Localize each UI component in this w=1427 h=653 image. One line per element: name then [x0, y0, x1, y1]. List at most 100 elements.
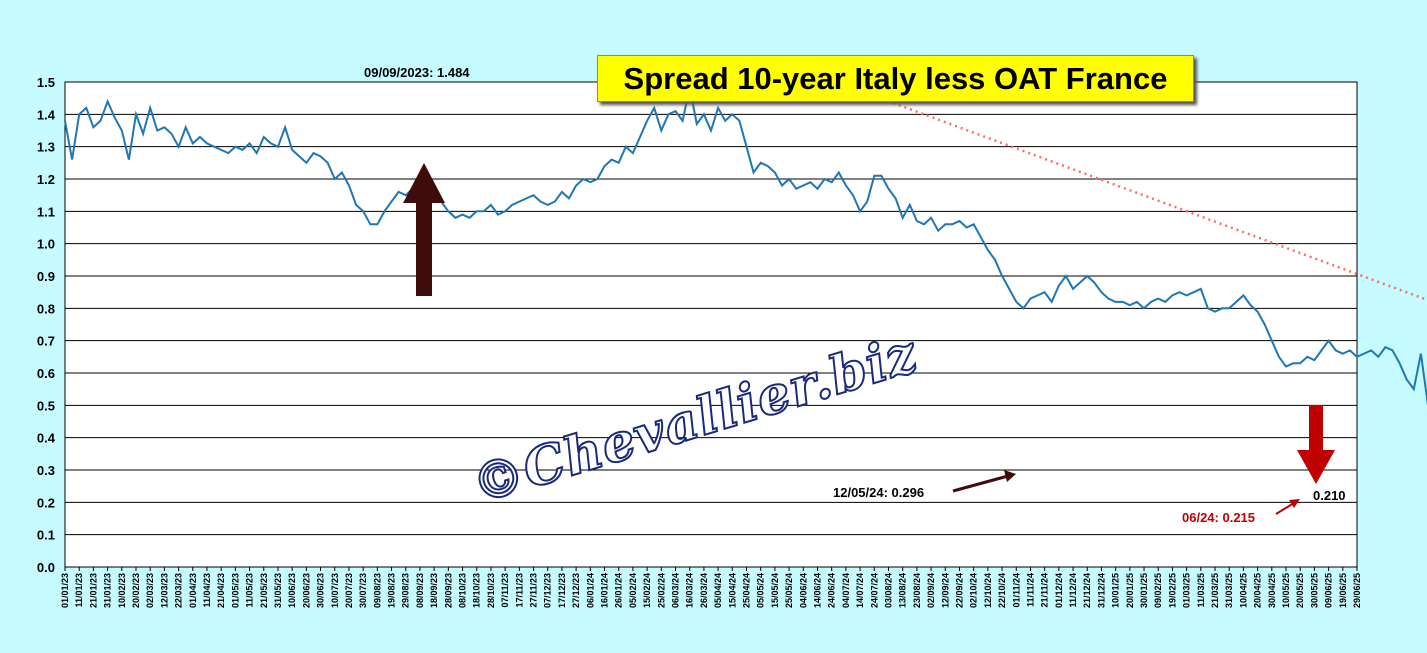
- x-tick-label: 02/10/24: [969, 573, 979, 608]
- x-tick-label: 05/04/24: [713, 573, 723, 608]
- x-tick-label: 20/05/25: [1295, 573, 1305, 608]
- up-arrow-icon: [403, 163, 445, 296]
- y-tick-label: 0.7: [37, 334, 55, 349]
- last-value-label: 0.210: [1313, 488, 1346, 503]
- x-tick-label: 08/10/23: [458, 573, 468, 608]
- x-tick-label: 23/08/24: [912, 573, 922, 608]
- x-tick-label: 27/11/23: [529, 573, 539, 608]
- x-tick-label: 09/06/25: [1324, 573, 1334, 608]
- x-tick-label: 19/06/25: [1338, 573, 1348, 608]
- x-tick-label: 22/10/24: [997, 573, 1007, 608]
- x-tick-label: 19/08/23: [387, 573, 397, 608]
- x-tick-label: 25/05/24: [784, 573, 794, 608]
- low-arrow-icon: [952, 470, 1016, 493]
- x-tick-label: 22/09/24: [954, 573, 964, 608]
- spread-series-line: [64, 86, 1427, 406]
- x-tick-label: 20/07/23: [344, 573, 354, 608]
- x-tick-label: 25/02/24: [656, 573, 666, 608]
- x-tick-label: 02/09/24: [926, 573, 936, 608]
- x-tick-label: 20/02/23: [131, 573, 141, 608]
- x-tick-label: 12/09/24: [940, 573, 950, 608]
- x-tick-label: 28/09/23: [443, 573, 453, 608]
- june-arrow-icon: [1275, 499, 1300, 515]
- x-tick-label: 09/02/25: [1153, 573, 1163, 608]
- x-tick-label: 31/01/23: [103, 573, 113, 608]
- x-tick-label: 18/09/23: [429, 573, 439, 608]
- x-tick-label: 24/06/24: [827, 573, 837, 608]
- x-tick-label: 19/02/25: [1167, 573, 1177, 608]
- x-tick-label: 21/12/24: [1082, 573, 1092, 608]
- x-tick-label: 12/03/23: [159, 573, 169, 608]
- x-tick-label: 11/03/25: [1196, 573, 1206, 608]
- x-tick-label: 03/08/24: [883, 573, 893, 608]
- x-tick-label: 06/03/24: [671, 573, 681, 608]
- x-tick-label: 17/12/23: [557, 573, 567, 608]
- x-tick-label: 18/10/23: [472, 573, 482, 608]
- y-tick-label: 0.4: [37, 431, 56, 446]
- x-tick-label: 10/04/25: [1238, 573, 1248, 608]
- x-tick-label: 14/06/24: [812, 573, 822, 608]
- x-tick-label: 07/11/23: [500, 573, 510, 608]
- x-tick-label: 04/07/24: [841, 573, 851, 608]
- x-tick-label: 30/01/25: [1139, 573, 1149, 608]
- y-tick-label: 0.1: [37, 528, 55, 543]
- x-tick-label: 16/01/24: [600, 573, 610, 608]
- x-tick-label: 06/01/24: [585, 573, 595, 608]
- x-tick-label: 20/01/25: [1125, 573, 1135, 608]
- y-tick-label: 1.4: [37, 107, 56, 122]
- x-tick-label: 11/05/23: [245, 573, 255, 608]
- x-tick-label: 15/05/24: [770, 573, 780, 608]
- x-tick-label: 28/10/23: [486, 573, 496, 608]
- y-tick-label: 0.3: [37, 463, 55, 478]
- x-tick-label: 01/03/25: [1182, 573, 1192, 608]
- x-tick-label: 13/08/24: [898, 573, 908, 608]
- y-tick-label: 0.0: [37, 560, 55, 575]
- x-tick-label: 01/05/23: [230, 573, 240, 608]
- x-tick-label: 11/04/23: [202, 573, 212, 608]
- y-tick-label: 0.2: [37, 495, 55, 510]
- gridlines: [65, 81, 1357, 568]
- x-tick-label: 01/12/24: [1054, 573, 1064, 608]
- x-tick-label: 10/01/25: [1111, 573, 1121, 608]
- x-tick-label: 10/02/23: [117, 573, 127, 608]
- x-tick-label: 27/12/23: [571, 573, 581, 608]
- x-tick-label: 29/08/23: [401, 573, 411, 608]
- x-tick-label: 02/03/23: [145, 573, 155, 608]
- x-tick-label: 17/11/23: [514, 573, 524, 608]
- trend-line: [774, 58, 1427, 302]
- x-tick-label: 11/01/23: [74, 573, 84, 608]
- y-tick-label: 1.2: [37, 172, 55, 187]
- x-tick-label: 11/11/24: [1025, 573, 1035, 607]
- x-tick-label: 30/06/23: [316, 573, 326, 608]
- y-tick-label: 1.1: [37, 204, 55, 219]
- x-tick-label: 07/12/23: [543, 573, 553, 608]
- x-tick-label: 14/07/24: [855, 573, 865, 608]
- x-tick-label: 29/06/25: [1352, 573, 1362, 608]
- down-arrow-icon: [1297, 405, 1335, 484]
- y-tick-label: 0.6: [37, 366, 55, 381]
- chart-title: Spread 10-year Italy less OAT France: [597, 55, 1194, 102]
- x-axis: 01/01/23 11/01/23 21/01/23 31/01/23 10/02/23…: [60, 567, 1362, 608]
- x-tick-label: 01/01/23: [60, 573, 70, 608]
- x-tick-label: 21/05/23: [259, 573, 269, 608]
- x-tick-label: 08/09/23: [415, 573, 425, 608]
- x-tick-label: 21/01/23: [88, 573, 98, 608]
- x-tick-label: 04/06/24: [798, 573, 808, 608]
- x-tick-label: 15/04/24: [727, 573, 737, 608]
- x-tick-label: 16/03/24: [685, 573, 695, 608]
- x-tick-label: 10/06/23: [287, 573, 297, 608]
- x-tick-label: 31/03/25: [1224, 573, 1234, 608]
- x-tick-label: 26/03/24: [699, 573, 709, 608]
- x-tick-label: 21/04/23: [216, 573, 226, 608]
- y-tick-label: 0.8: [37, 301, 55, 316]
- x-tick-label: 10/05/25: [1281, 573, 1291, 608]
- low-label: 12/05/24: 0.296: [833, 485, 924, 500]
- y-tick-label: 1.5: [37, 75, 55, 90]
- x-tick-label: 21/11/24: [1040, 573, 1050, 608]
- plot-area: [64, 81, 1358, 568]
- x-tick-label: 01/11/24: [1011, 573, 1021, 608]
- x-tick-label: 21/03/25: [1210, 573, 1220, 608]
- x-tick-label: 31/05/23: [273, 573, 283, 608]
- x-tick-label: 15/02/24: [642, 573, 652, 608]
